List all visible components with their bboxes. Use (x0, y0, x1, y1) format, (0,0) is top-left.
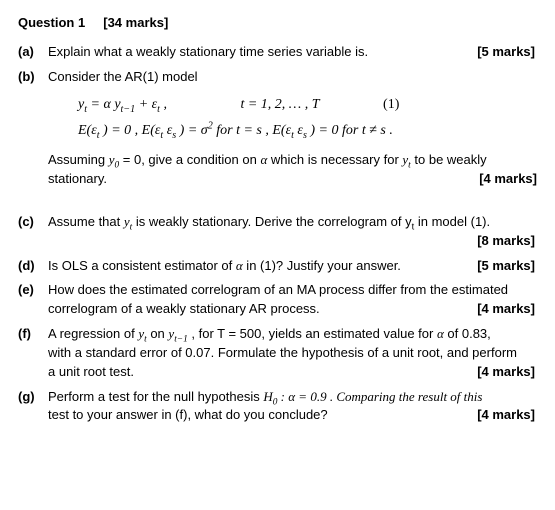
eq2-c-mid: ε (294, 123, 303, 138)
e-t1: How does the estimated correlogram of an… (48, 281, 535, 300)
f-t4: of 0.83, (444, 326, 491, 341)
question-number: Question 1 (18, 15, 85, 30)
eq2-a: E(ε (78, 123, 97, 138)
f-t2: on (147, 326, 169, 341)
part-f-label: (f) (18, 325, 48, 382)
equation-2: E(εt ) = 0 , E(εt εs ) = σ2 for t = s , … (78, 121, 537, 141)
part-a-body: Explain what a weakly stationary time se… (48, 43, 537, 62)
g-t2: : α = 0.9 . Comparing the result of this (277, 389, 482, 404)
b-assume3: to be weakly (411, 152, 487, 167)
part-d-label: (d) (18, 257, 48, 276)
g-h0: H (263, 389, 272, 404)
part-c-label: (c) (18, 213, 48, 251)
part-e: (e) How does the estimated correlogram o… (18, 281, 537, 319)
part-c-marks: [8 marks] (477, 233, 535, 248)
part-a-text: Explain what a weakly stationary time se… (48, 44, 368, 59)
d-t2: in (1)? Justify your answer. (243, 258, 401, 273)
part-a-marks: [5 marks] (477, 43, 535, 62)
g-line2: test to your answer in (f), what do you … (48, 407, 328, 422)
part-f-body: A regression of yt on yt−1 , for T = 500… (48, 325, 537, 382)
part-b-assume: Assuming y0 = 0, give a condition on α w… (48, 151, 537, 189)
eq2-b3: for t = s , E(ε (213, 123, 291, 138)
eq1-ytm1-sub: t−1 (121, 103, 136, 114)
c-t2: is weakly stationary. Derive the correlo… (132, 214, 411, 229)
question-header: Question 1 [34 marks] (18, 14, 537, 33)
part-b: (b) Consider the AR(1) model (18, 68, 537, 87)
part-g-body: Perform a test for the null hypothesis H… (48, 388, 537, 426)
part-e-body: How does the estimated correlogram of an… (48, 281, 537, 319)
f-t3: , for T = 500, yields an estimated value… (188, 326, 437, 341)
part-a-label: (a) (18, 43, 48, 62)
eq1-alpha-y: = α y (87, 97, 121, 112)
c-t1: Assume that (48, 214, 124, 229)
part-b-label: (b) (18, 68, 48, 87)
part-d-body: Is OLS a consistent estimator of α in (1… (48, 257, 537, 276)
part-g-label: (g) (18, 388, 48, 426)
f-line2: with a standard error of 0.07. Formulate… (48, 344, 535, 363)
part-b-marks: [4 marks] (479, 170, 537, 189)
part-g: (g) Perform a test for the null hypothes… (18, 388, 537, 426)
eq1-eps: + ε (135, 97, 157, 112)
eq1-number: (1) (383, 95, 399, 115)
part-a: (a) Explain what a weakly stationary tim… (18, 43, 537, 62)
c-t3: in model (1). (414, 214, 490, 229)
eq1-t-range: t = 1, 2, … , T (240, 95, 319, 115)
eq2-c2: ) = 0 for t ≠ s . (307, 123, 393, 138)
equation-1: yt = α yt−1 + εt , t = 1, 2, … , T (1) (78, 95, 537, 115)
b-stationary: stationary. (48, 171, 107, 186)
question-total-marks: [34 marks] (103, 15, 168, 30)
e-t2: correlogram of a weakly stationary AR pr… (48, 301, 320, 316)
part-b-body: Consider the AR(1) model (48, 68, 537, 87)
part-e-marks: [4 marks] (477, 300, 535, 319)
part-b-intro: Consider the AR(1) model (48, 69, 198, 84)
f-alpha: α (437, 326, 444, 341)
part-c-body: Assume that yt is weakly stationary. Der… (48, 213, 537, 251)
f-t1: A regression of (48, 326, 138, 341)
part-c: (c) Assume that yt is weakly stationary.… (18, 213, 537, 251)
eq2-b2: ) = σ (176, 123, 208, 138)
d-t1: Is OLS a consistent estimator of (48, 258, 236, 273)
d-alpha: α (236, 258, 243, 273)
part-d: (d) Is OLS a consistent estimator of α i… (18, 257, 537, 276)
b-assume1: Assuming (48, 152, 109, 167)
eq1-comma: , (160, 97, 167, 112)
eq2-a2: ) = 0 , E(ε (100, 123, 161, 138)
eq2-b-mid: ε (163, 123, 172, 138)
b-eq0: = 0, give a condition on (119, 152, 260, 167)
b-assume2: which is necessary for (267, 152, 402, 167)
f-line3: a unit root test. (48, 364, 134, 379)
g-t1: Perform a test for the null hypothesis (48, 389, 263, 404)
part-d-marks: [5 marks] (477, 257, 535, 276)
part-f: (f) A regression of yt on yt−1 , for T =… (18, 325, 537, 382)
part-f-marks: [4 marks] (477, 363, 535, 382)
part-e-label: (e) (18, 281, 48, 319)
part-g-marks: [4 marks] (477, 406, 535, 425)
